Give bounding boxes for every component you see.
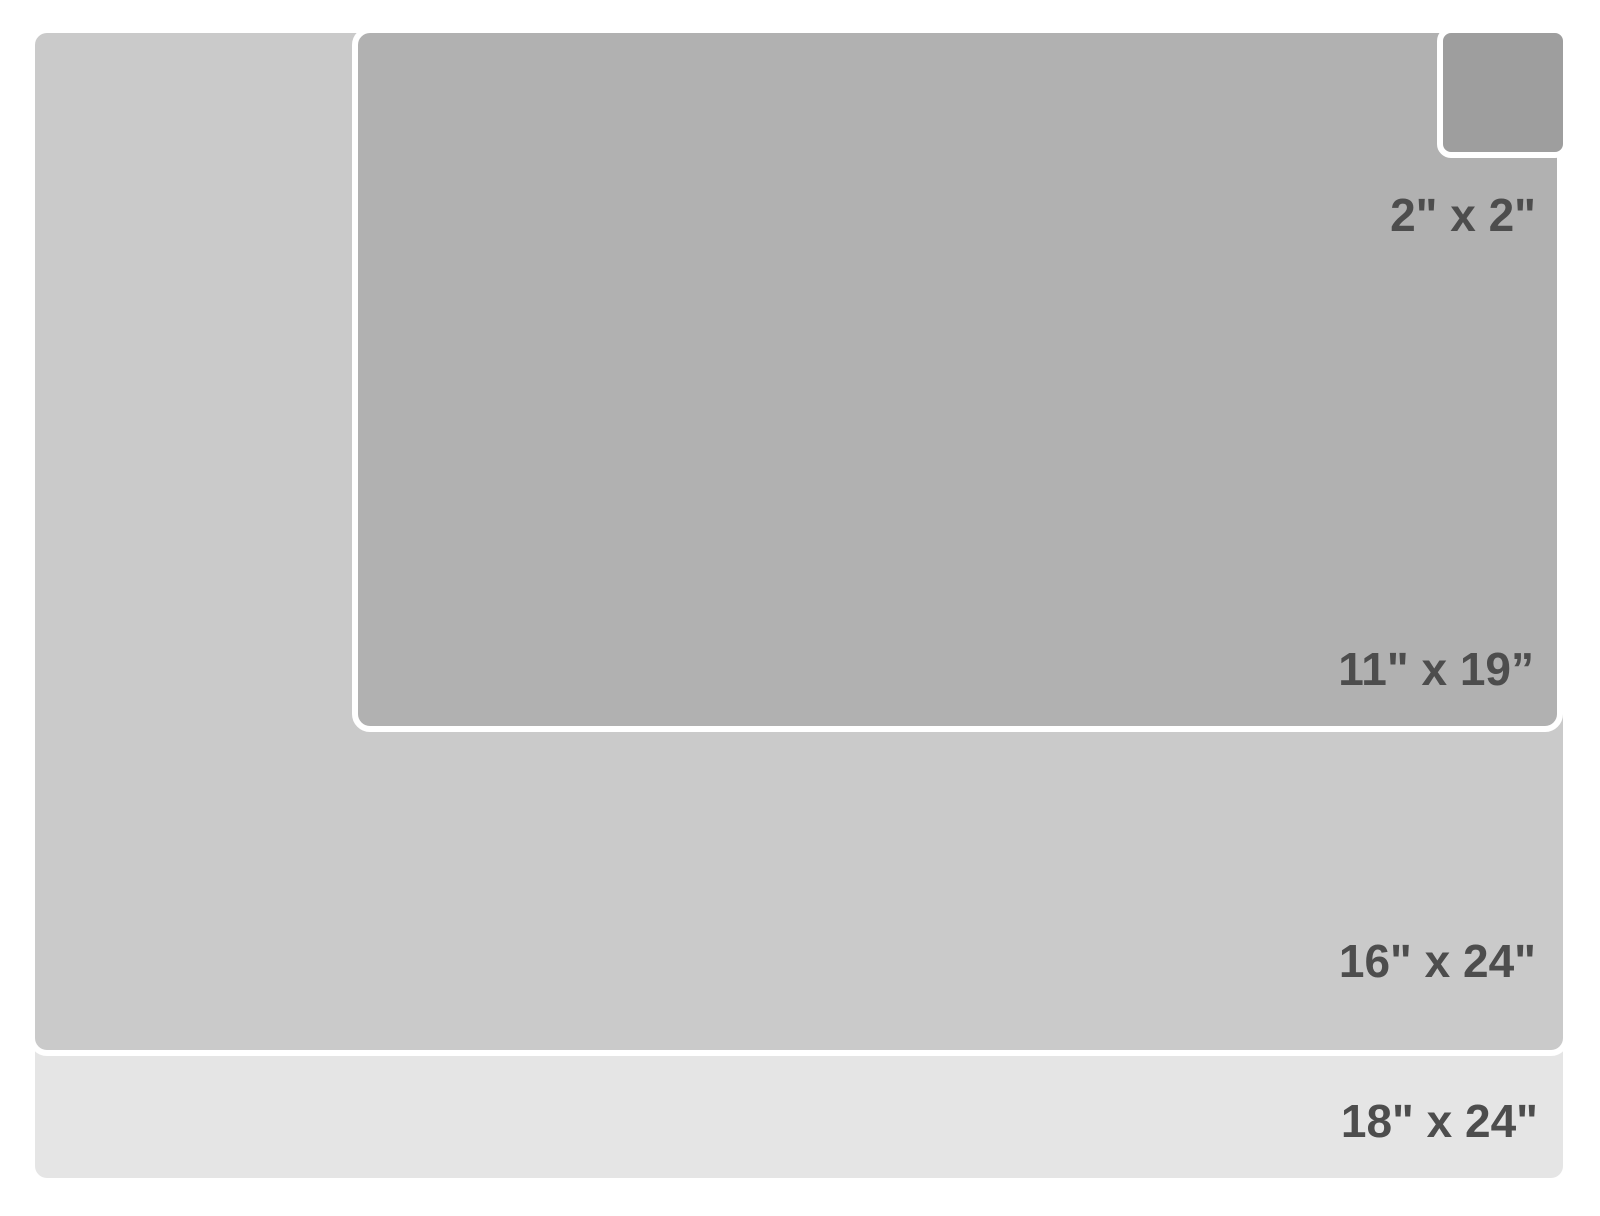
size-label-11x19: 11" x 19”: [1338, 643, 1534, 695]
sheet-2x2: [1437, 27, 1569, 158]
size-label-16x24: 16" x 24": [1338, 935, 1536, 987]
size-label-18x24: 18" x 24": [1340, 1095, 1538, 1147]
size-label-2x2: 2" x 2": [1390, 189, 1536, 241]
sheet-11x19: [352, 27, 1563, 732]
